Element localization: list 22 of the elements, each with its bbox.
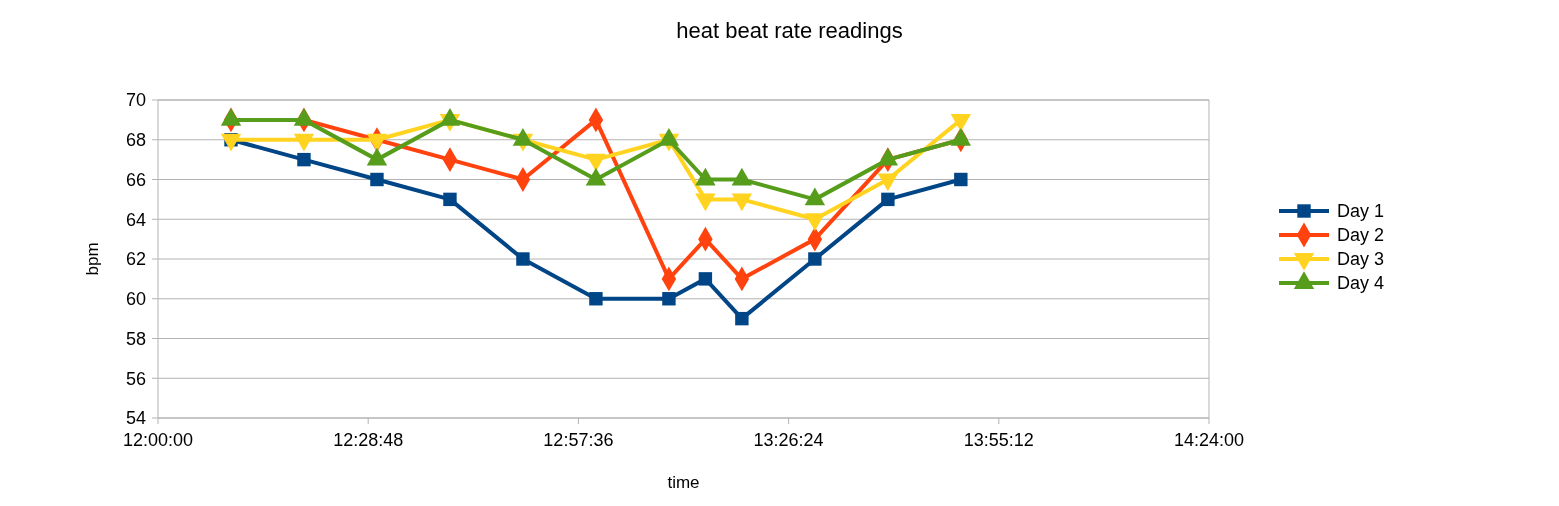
x-tick-label: 13:55:12 [963, 430, 1034, 450]
y-tick-label: 62 [125, 249, 146, 270]
legend-label: Day 2 [1337, 225, 1385, 246]
x-tick-label: 12:00:00 [122, 430, 194, 450]
y-tick-label: 68 [125, 130, 146, 151]
y-tick-label: 58 [125, 328, 146, 349]
legend-label: Day 1 [1337, 201, 1385, 222]
legend-label: Day 4 [1337, 273, 1385, 294]
y-tick-label: 66 [125, 169, 146, 190]
y-tick-label: 54 [125, 408, 146, 429]
y-tick-label: 70 [125, 90, 146, 111]
x-tick-label: 14:24:00 [1173, 430, 1245, 450]
chart-title: heat beat rate readings [676, 18, 903, 43]
y-axis-title: bpm [83, 242, 102, 276]
legend-label: Day 3 [1337, 249, 1385, 270]
y-tick-label: 56 [125, 368, 146, 389]
x-axis-title: time [667, 473, 700, 492]
x-tick-label: 13:26:24 [753, 430, 824, 450]
y-tick-label: 64 [125, 209, 146, 230]
y-tick-label: 60 [125, 289, 146, 310]
x-tick-label: 12:28:48 [333, 430, 404, 450]
x-tick-label: 12:57:36 [543, 430, 614, 450]
